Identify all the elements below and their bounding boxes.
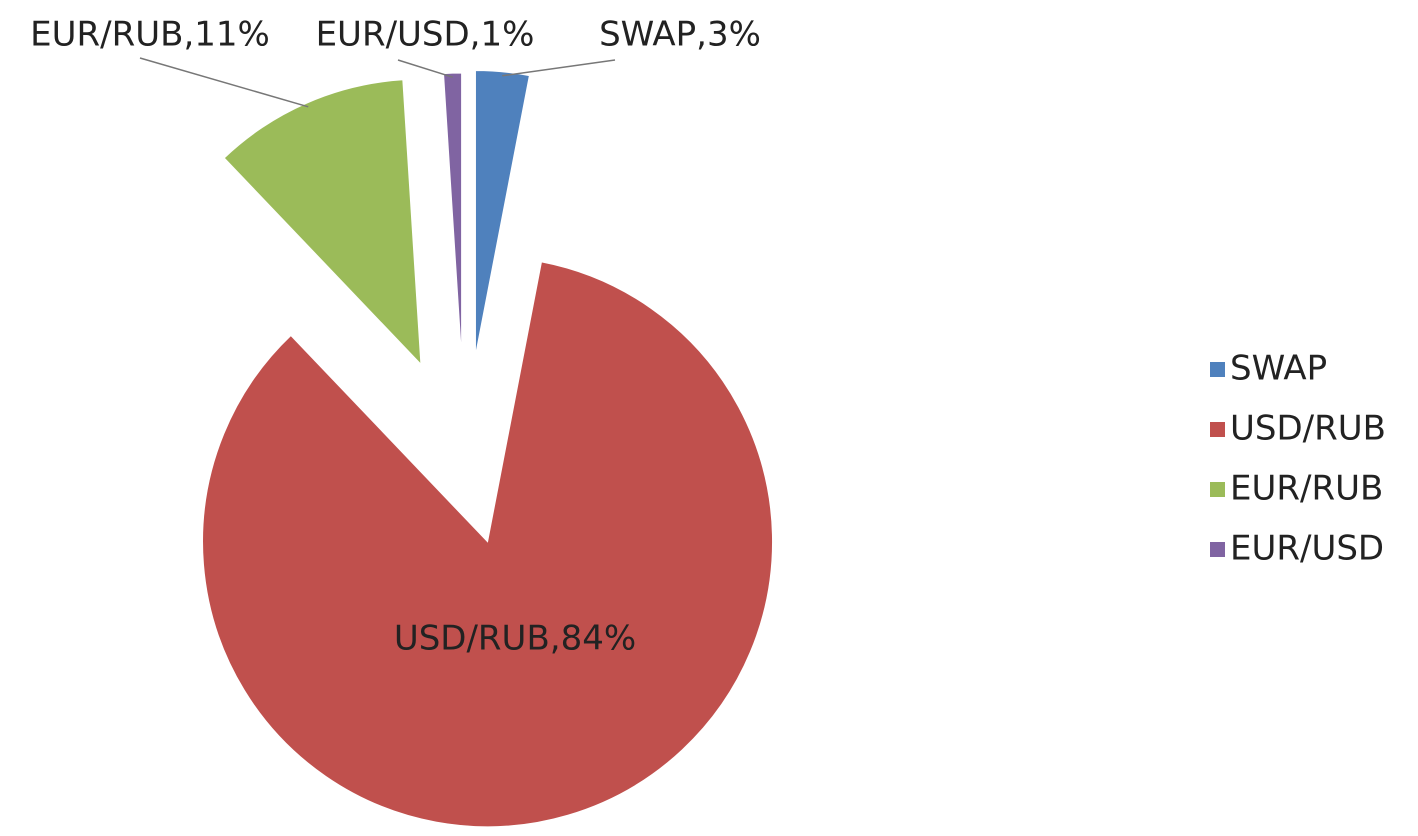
data-label: EUR/RUB,11% <box>30 15 270 55</box>
legend-label: EUR/RUB <box>1230 469 1383 509</box>
leader-line <box>397 59 453 78</box>
leader-line <box>139 57 309 108</box>
pie-slice <box>223 79 422 366</box>
leader-line <box>502 59 616 77</box>
legend-label: USD/RUB <box>1230 409 1386 449</box>
data-label: USD/RUB,84% <box>394 619 636 659</box>
pie-slice <box>442 72 463 359</box>
data-label: SWAP,3% <box>599 15 761 55</box>
pie-slice <box>474 69 530 356</box>
legend-swatch <box>1210 362 1225 377</box>
pie-slice <box>202 261 774 828</box>
data-label: EUR/USD,1% <box>316 15 535 55</box>
legend-label: EUR/USD <box>1230 529 1384 569</box>
legend-swatch <box>1210 422 1225 437</box>
legend-swatch <box>1210 542 1225 557</box>
legend-swatch <box>1210 482 1225 497</box>
legend-label: SWAP <box>1230 349 1327 389</box>
